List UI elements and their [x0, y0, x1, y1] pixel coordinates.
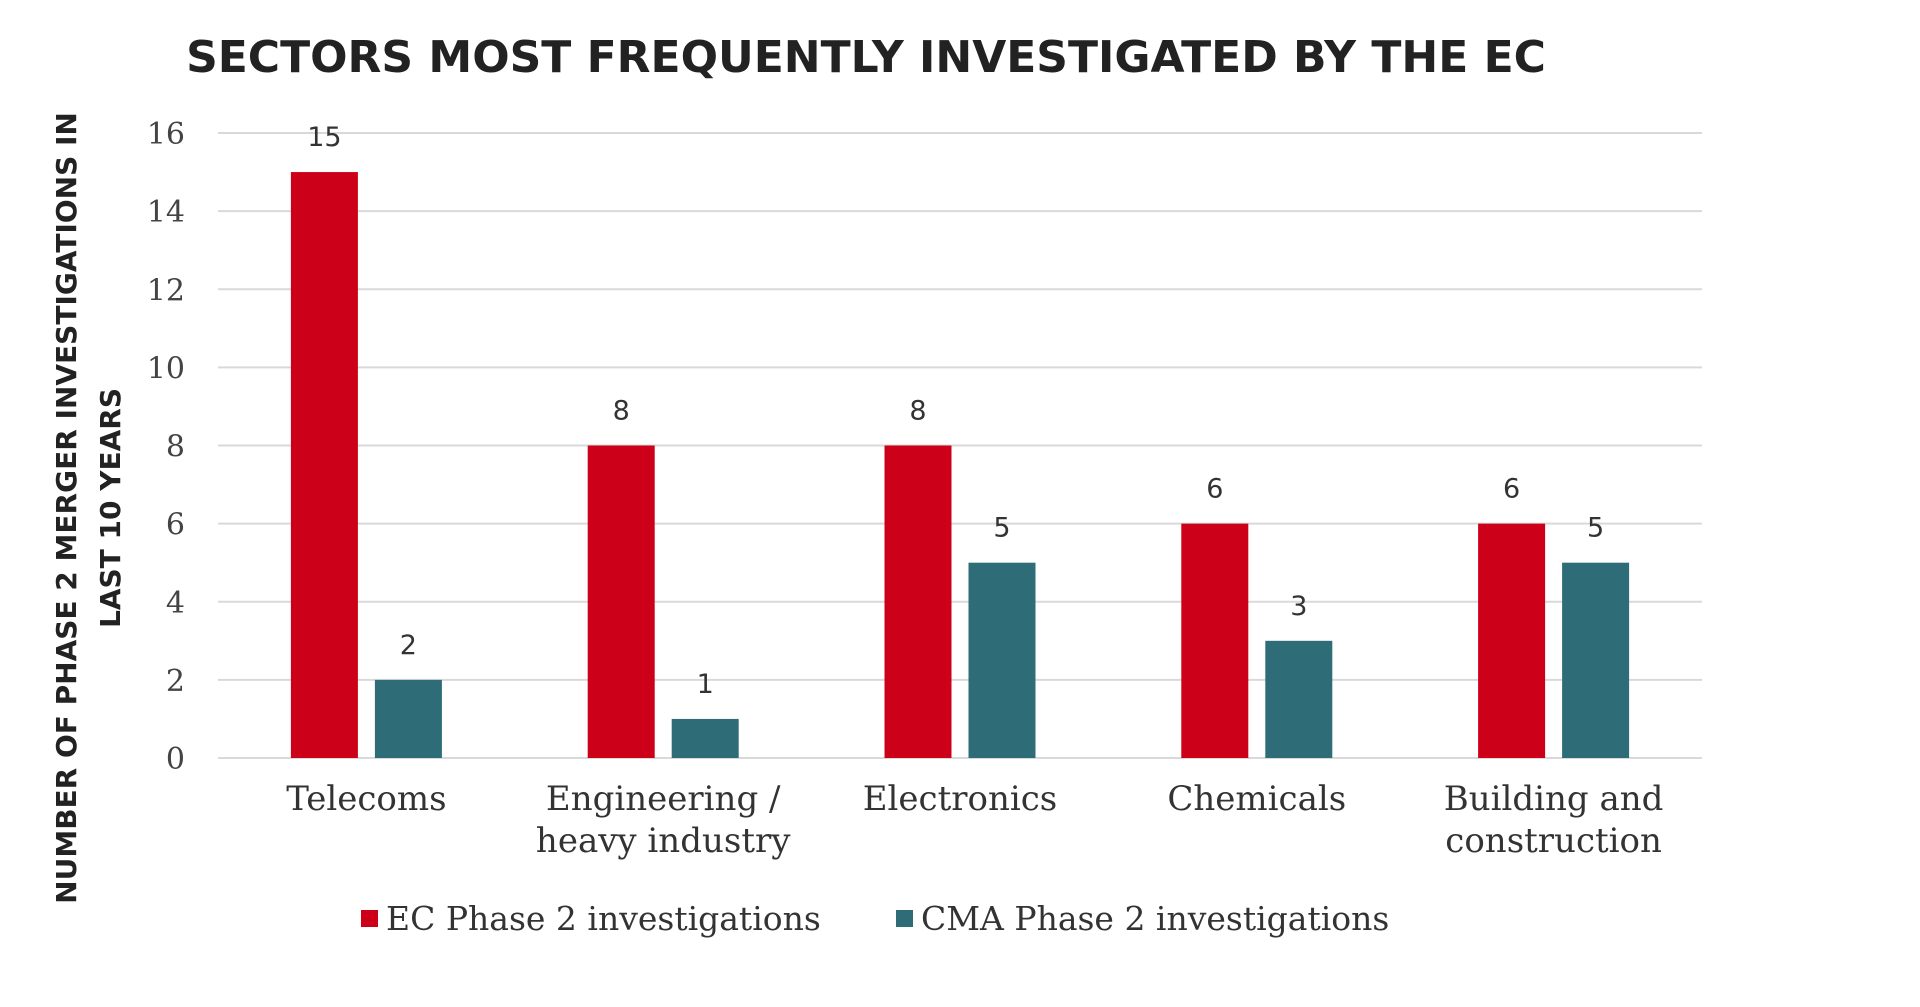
legend-swatch	[896, 910, 913, 927]
y-tick-label: 14	[147, 195, 185, 230]
bar	[1478, 523, 1546, 758]
y-tick-label: 8	[166, 430, 185, 465]
data-label: 5	[1587, 513, 1604, 544]
y-tick-label: 10	[147, 351, 185, 386]
x-tick-label: heavy industry	[536, 821, 791, 861]
x-tick-label: Chemicals	[1167, 779, 1346, 819]
y-axis-label-line-1: NUMBER OF PHASE 2 MERGER INVESTIGATIONS …	[50, 112, 83, 904]
y-tick-label: 12	[147, 273, 185, 308]
bar	[587, 445, 655, 758]
legend-label: EC Phase 2 investigations	[386, 899, 821, 938]
chart-title: SECTORS MOST FREQUENTLY INVESTIGATED BY …	[186, 32, 1546, 83]
bar	[1562, 562, 1630, 758]
bars	[290, 172, 1630, 758]
y-axis-label: NUMBER OF PHASE 2 MERGER INVESTIGATIONS …	[50, 112, 127, 904]
x-tick-label: Electronics	[863, 779, 1058, 819]
legend-label: CMA Phase 2 investigations	[921, 899, 1389, 938]
bar	[290, 172, 358, 758]
y-axis-label-line-2: LAST 10 YEARS	[94, 388, 127, 628]
bar	[884, 445, 952, 758]
legend: EC Phase 2 investigations CMA Phase 2 inv…	[361, 899, 1389, 938]
x-tick-label: Building and	[1444, 779, 1664, 819]
gridlines	[218, 132, 1702, 759]
y-tick-label: 16	[147, 117, 185, 152]
y-tick-label: 0	[166, 742, 185, 777]
data-label: 6	[1503, 474, 1520, 505]
data-label: 15	[307, 122, 341, 153]
data-label: 3	[1290, 591, 1307, 622]
data-label: 2	[400, 630, 417, 661]
x-tick-label: Telecoms	[286, 779, 446, 819]
data-label: 8	[909, 396, 926, 427]
data-label: 5	[993, 513, 1010, 544]
data-label: 6	[1206, 474, 1223, 505]
bar	[1265, 640, 1333, 758]
x-axis-labels: Telecoms Engineering /heavy industry Elect…	[286, 779, 1663, 861]
y-axis-ticks: 0 2 4 6 8 10 12 14 16	[147, 117, 185, 777]
y-tick-label: 6	[166, 508, 185, 543]
y-tick-label: 4	[166, 586, 185, 621]
y-tick-label: 2	[166, 664, 185, 699]
x-tick-label: construction	[1445, 821, 1662, 861]
data-label: 8	[613, 396, 630, 427]
bar	[374, 679, 442, 758]
bar	[1181, 523, 1249, 758]
bar	[671, 718, 739, 758]
x-tick-label: Engineering /	[546, 779, 781, 819]
bar	[968, 562, 1036, 758]
data-label: 1	[697, 669, 714, 700]
legend-swatch	[361, 910, 378, 927]
